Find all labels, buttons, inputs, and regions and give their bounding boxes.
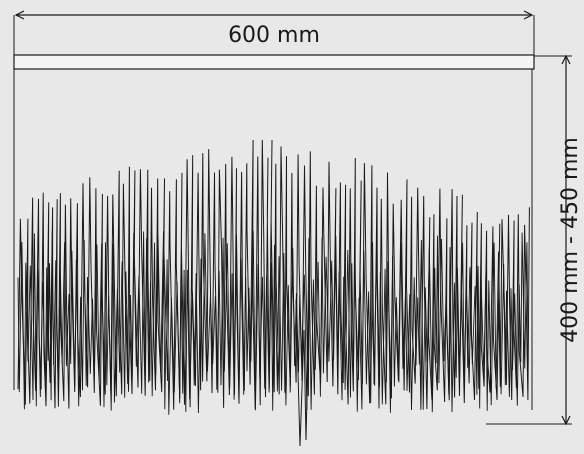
height-dimension: 400 mm - 450 mm bbox=[486, 54, 583, 426]
height-label: 400 mm - 450 mm bbox=[558, 137, 583, 343]
width-arrow-right bbox=[523, 10, 534, 20]
fringe-long-strand bbox=[295, 299, 310, 447]
height-arrow-top bbox=[561, 54, 571, 65]
width-label: 600 mm bbox=[228, 23, 320, 48]
top-rail bbox=[13, 54, 535, 70]
height-arrow-bottom bbox=[561, 415, 571, 426]
width-dimension: 600 mm bbox=[13, 10, 535, 56]
fringe-strands bbox=[17, 139, 530, 447]
fringe-strand-layer bbox=[17, 230, 529, 415]
width-arrow-left bbox=[14, 10, 25, 20]
